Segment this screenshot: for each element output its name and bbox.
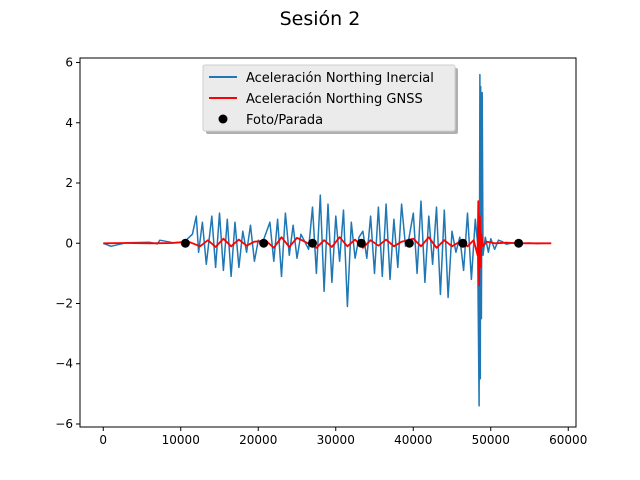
axes: 0 10000 20000 30000 40000 50000 60000 −6 −4 −2 0 2 4… bbox=[55, 56, 587, 447]
marker-point-0 bbox=[180, 238, 190, 248]
marker-point-5 bbox=[458, 238, 468, 248]
legend-label-2: Foto/Parada bbox=[246, 113, 323, 128]
legend-label-0: Aceleración Northing Inercial bbox=[246, 71, 434, 86]
x-tick-label-6: 60000 bbox=[549, 433, 587, 447]
legend: Aceleración Northing Inercial Aceleración… bbox=[202, 64, 458, 134]
legend-label-1: Aceleración Northing GNSS bbox=[246, 92, 423, 107]
x-tick-label-5: 50000 bbox=[472, 433, 510, 447]
plot-area bbox=[103, 73, 552, 407]
legend-swatch-2 bbox=[218, 114, 228, 124]
marker-point-4 bbox=[404, 238, 414, 248]
x-tick-label-4: 40000 bbox=[394, 433, 432, 447]
x-tick-label-3: 30000 bbox=[317, 433, 355, 447]
y-tick-label-5: 4 bbox=[65, 116, 73, 130]
plot-frame bbox=[79, 57, 577, 428]
y-tick-label-4: 2 bbox=[65, 176, 73, 190]
y-tick-label-0: −6 bbox=[55, 417, 73, 431]
marker-point-6 bbox=[514, 238, 524, 248]
x-tick-label-0: 0 bbox=[99, 433, 107, 447]
x-tick-label-2: 20000 bbox=[239, 433, 277, 447]
marker-point-3 bbox=[356, 238, 366, 248]
marker-point-1 bbox=[259, 238, 269, 248]
y-tick-label-1: −4 bbox=[55, 357, 73, 371]
y-tick-label-2: −2 bbox=[55, 296, 73, 310]
x-tick-label-1: 10000 bbox=[162, 433, 200, 447]
series-line-1 bbox=[103, 200, 552, 287]
y-tick-label-3: 0 bbox=[65, 236, 73, 250]
chart-title: Sesión 2 bbox=[280, 8, 361, 30]
y-tick-label-6: 6 bbox=[65, 56, 73, 70]
series-line-0 bbox=[103, 73, 552, 407]
legend-box bbox=[202, 64, 456, 132]
marker-point-2 bbox=[308, 238, 317, 248]
